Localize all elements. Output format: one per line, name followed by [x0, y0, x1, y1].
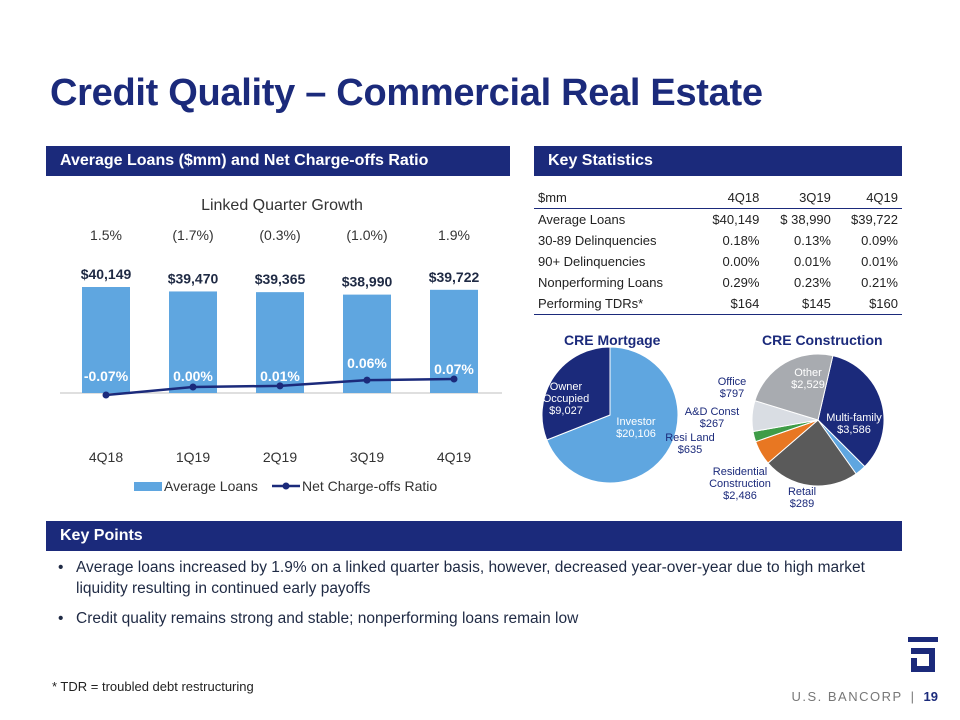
- key-points-header: Key Points: [46, 521, 902, 551]
- charge-off-point: [363, 376, 371, 384]
- x-tick-label: 4Q19: [437, 449, 471, 465]
- growth-value: (0.3%): [259, 227, 301, 243]
- legend-marker: [282, 482, 290, 490]
- table-cell: 0.00%: [722, 254, 760, 269]
- legend-swatch-average-loans: [134, 482, 162, 491]
- table-cell: $160: [834, 293, 902, 315]
- pie-slice-label: Owner Occupied $9,027: [543, 381, 589, 417]
- pie-slice-label: A&D Const $267: [685, 406, 739, 430]
- table-cell: $164: [696, 293, 764, 315]
- pie-slice-label: Residential Construction $2,486: [709, 466, 771, 502]
- table-cell: 0.13%: [794, 233, 831, 248]
- key-points-list: Average loans increased by 1.9% on a lin…: [56, 557, 906, 638]
- ratio-label: 0.00%: [173, 368, 213, 384]
- charge-off-point: [276, 382, 284, 390]
- column-header: 4Q18: [696, 187, 764, 209]
- pie-slice-label: Office $797: [718, 376, 747, 400]
- row-label: 90+ Delinquencies: [538, 254, 646, 269]
- footer: U.S. BANCORP | 19: [791, 689, 938, 704]
- right-section-header: Key Statistics: [534, 146, 902, 176]
- page-title: Credit Quality – Commercial Real Estate: [50, 72, 763, 114]
- ratio-label: -0.07%: [84, 368, 129, 384]
- column-header: 3Q19: [763, 187, 835, 209]
- row-label: Performing TDRs*: [534, 293, 697, 315]
- loan-bar: [343, 294, 391, 393]
- table-cell: 0.23%: [794, 275, 831, 290]
- ratio-label: 0.06%: [347, 355, 387, 371]
- pie-slice: [767, 419, 857, 487]
- pie-slice: [546, 346, 679, 484]
- bar-value-label: $40,149: [81, 266, 132, 282]
- charge-off-point: [189, 383, 197, 391]
- bar-value-label: $39,722: [429, 269, 480, 285]
- table-row: 90+ Delinquencies 0.00% 0.01% 0.01%: [534, 251, 902, 272]
- ratio-label: 0.01%: [260, 368, 300, 384]
- pie-slice: [541, 346, 611, 441]
- legend-label: Net Charge-offs Ratio: [302, 478, 437, 494]
- table-cell: 0.01%: [794, 254, 831, 269]
- table-cell: $145: [763, 293, 835, 315]
- pie-slice: [817, 355, 885, 468]
- table-cell: 0.09%: [861, 233, 898, 248]
- x-tick-label: 4Q18: [89, 449, 123, 465]
- pie-slice: [754, 353, 834, 421]
- table-row: Average Loans $40,149 $ 38,990 $39,722: [534, 209, 902, 231]
- loan-bar: [82, 287, 130, 393]
- footer-brand: U.S. BANCORP: [791, 689, 903, 704]
- table-cell: $39,722: [851, 212, 898, 227]
- pie-slice-label: Resi Land $635: [665, 432, 715, 456]
- bar-value-label: $39,365: [255, 271, 306, 287]
- row-label: 30-89 Delinquencies: [538, 233, 657, 248]
- pie-slice-label: Investor $20,106: [616, 416, 656, 440]
- table-cell: 0.29%: [722, 275, 760, 290]
- column-header: 4Q19: [834, 187, 902, 209]
- left-section-header: Average Loans ($mm) and Net Charge-offs …: [46, 146, 510, 176]
- bullet-item: Average loans increased by 1.9% on a lin…: [56, 557, 906, 599]
- table-cell: 0.21%: [861, 275, 898, 290]
- growth-title: Linked Quarter Growth: [201, 197, 363, 214]
- table-cell: $ 38,990: [780, 212, 831, 227]
- footnote: * TDR = troubled debt restructuring: [52, 679, 254, 694]
- row-label: Nonperforming Loans: [538, 275, 664, 290]
- table-cell: $40,149: [712, 212, 760, 227]
- row-label: Average Loans: [538, 212, 626, 227]
- pie-slice-label: Other $2,529: [791, 367, 825, 391]
- mortgage-pie-title: CRE Mortgage: [564, 332, 661, 348]
- table-row: Nonperforming Loans 0.29% 0.23% 0.21%: [534, 272, 902, 293]
- charge-off-point: [102, 391, 110, 399]
- key-statistics-table: $mm 4Q18 3Q19 4Q19 Average Loans $40,149…: [534, 187, 902, 315]
- loans-chart: $40,149 4Q18 $39,470 1Q19 $39,365 2Q19 $38,990…: [60, 266, 502, 494]
- bullet-item: Credit quality remains strong and stable…: [56, 608, 906, 629]
- table-row: 30-89 Delinquencies 0.18% 0.13% 0.09%: [534, 230, 902, 251]
- growth-value: (1.0%): [346, 227, 388, 243]
- footer-separator: |: [910, 689, 916, 704]
- bar-value-label: $38,990: [342, 274, 393, 290]
- bar-value-label: $39,470: [168, 270, 219, 286]
- x-tick-label: 2Q19: [263, 449, 297, 465]
- growth-value: 1.5%: [90, 227, 122, 243]
- ratio-label: 0.07%: [434, 361, 474, 377]
- x-tick-label: 1Q19: [176, 449, 210, 465]
- legend-label: Average Loans: [164, 478, 258, 494]
- loan-bar: [169, 291, 217, 393]
- cre-pie-charts: Investor $20,106 Owner Occupied $9,027 Multi-…: [541, 346, 885, 510]
- construction-pie-title: CRE Construction: [762, 332, 883, 348]
- table-cell: 0.18%: [722, 233, 760, 248]
- page-number: 19: [923, 689, 938, 704]
- pie-slice-label: Retail $289: [788, 486, 816, 510]
- growth-value: 1.9%: [438, 227, 470, 243]
- x-tick-label: 3Q19: [350, 449, 384, 465]
- bank-logo-icon: [908, 637, 938, 672]
- table-cell: 0.01%: [861, 254, 898, 269]
- column-header: $mm: [534, 187, 697, 209]
- pie-slice-label: Multi-family $3,586: [826, 412, 882, 436]
- table-row: Performing TDRs* $164 $145 $160: [534, 293, 902, 315]
- loan-bar: [256, 292, 304, 393]
- charge-off-point: [450, 375, 458, 383]
- table-header-row: $mm 4Q18 3Q19 4Q19: [534, 187, 902, 209]
- growth-value: (1.7%): [172, 227, 214, 243]
